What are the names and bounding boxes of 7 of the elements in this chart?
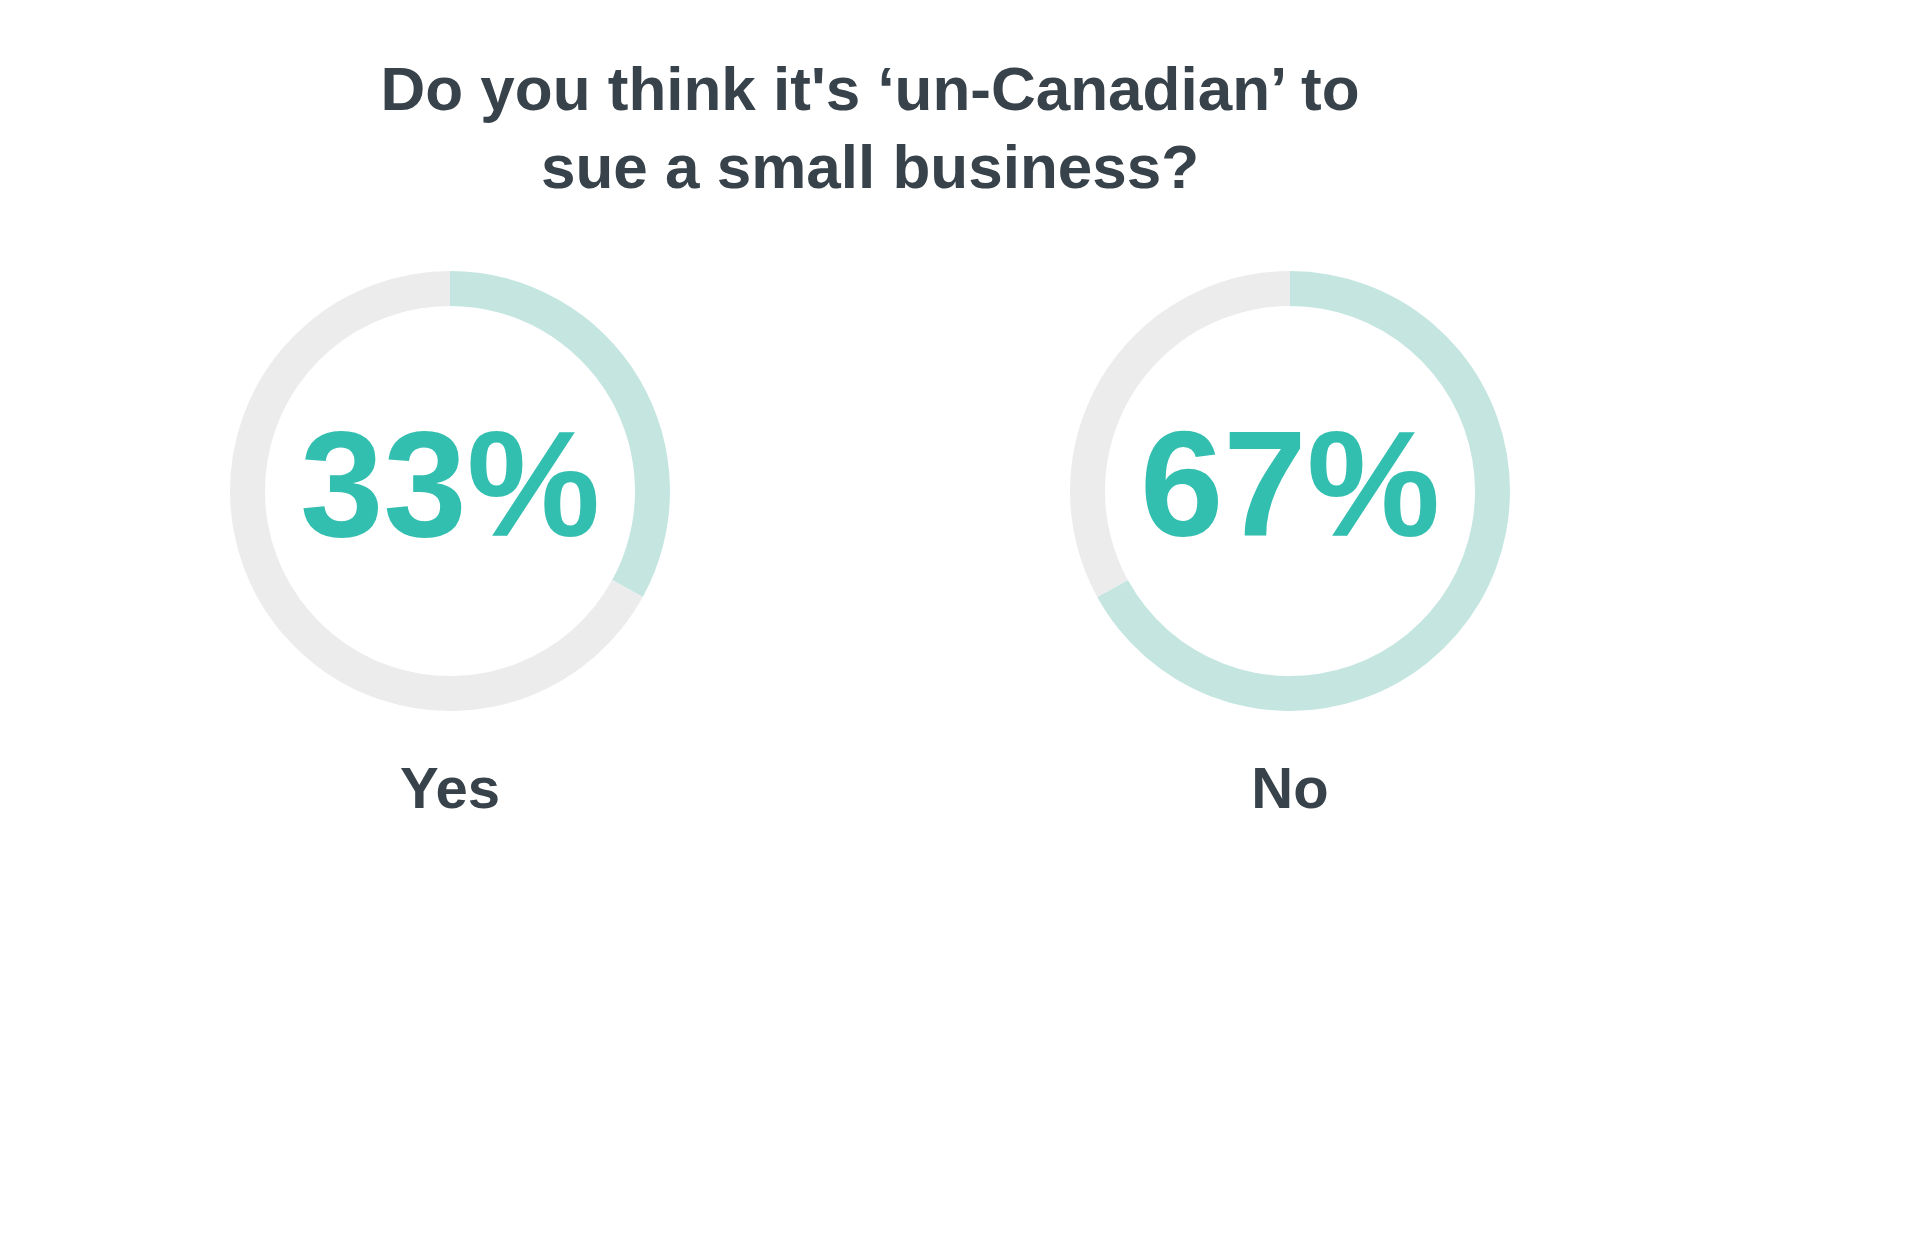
text: Yes <box>400 755 500 820</box>
text: Do you think it's ‘un-Canadian’ to sue a small business? <box>380 54 1360 201</box>
donut-slice <box>230 271 643 711</box>
data-label: 33% <box>299 400 601 568</box>
data-label: 67% <box>1139 400 1441 568</box>
text: No <box>1251 755 1329 820</box>
donut-slice <box>1097 271 1510 711</box>
